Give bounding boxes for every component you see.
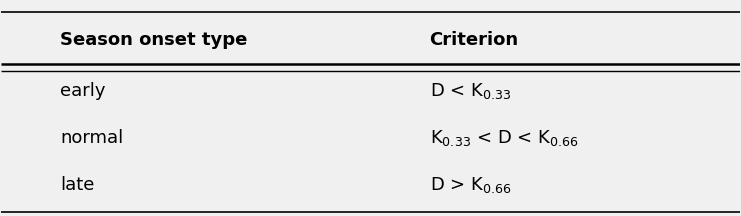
Text: Season onset type: Season onset type <box>61 31 247 49</box>
Text: K$_{0.33}$ < D < K$_{0.66}$: K$_{0.33}$ < D < K$_{0.66}$ <box>430 128 578 148</box>
Text: late: late <box>61 176 95 194</box>
Text: early: early <box>61 82 106 100</box>
Text: normal: normal <box>61 129 124 147</box>
Text: D > K$_{0.66}$: D > K$_{0.66}$ <box>430 175 511 195</box>
Text: D < K$_{0.33}$: D < K$_{0.33}$ <box>430 81 511 101</box>
Text: Criterion: Criterion <box>430 31 519 49</box>
